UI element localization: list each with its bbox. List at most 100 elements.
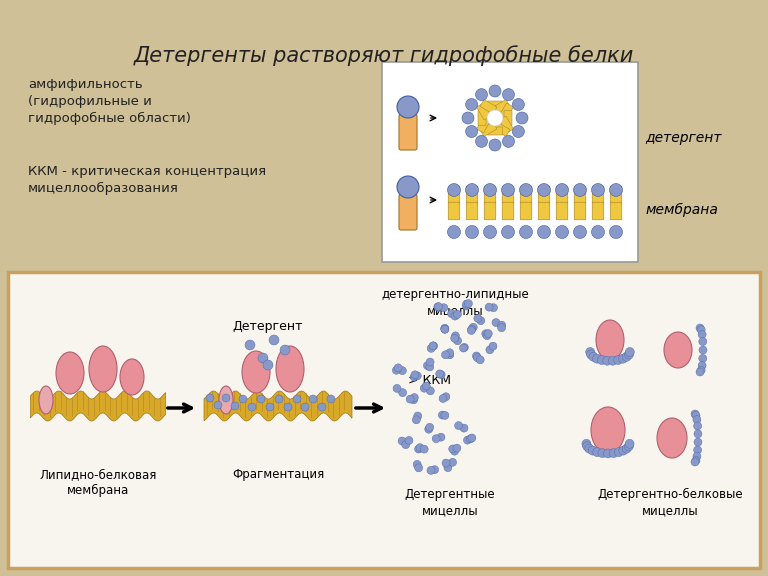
Circle shape <box>696 368 704 376</box>
Circle shape <box>468 325 475 334</box>
Circle shape <box>411 371 419 379</box>
Circle shape <box>462 302 470 310</box>
Circle shape <box>280 345 290 355</box>
Circle shape <box>691 410 699 418</box>
Circle shape <box>453 310 462 319</box>
Ellipse shape <box>276 346 304 392</box>
Circle shape <box>222 394 230 402</box>
Circle shape <box>468 434 476 442</box>
Circle shape <box>486 346 494 354</box>
FancyBboxPatch shape <box>592 202 604 220</box>
Ellipse shape <box>657 418 687 458</box>
Circle shape <box>512 126 525 138</box>
Circle shape <box>467 327 475 335</box>
Circle shape <box>327 395 335 403</box>
Circle shape <box>598 449 607 457</box>
FancyBboxPatch shape <box>592 186 604 204</box>
Circle shape <box>698 331 706 339</box>
Circle shape <box>498 321 505 329</box>
Circle shape <box>462 300 471 308</box>
Circle shape <box>445 349 454 357</box>
Circle shape <box>449 458 456 467</box>
Circle shape <box>427 344 435 353</box>
Circle shape <box>399 367 406 374</box>
Circle shape <box>410 373 419 381</box>
Circle shape <box>608 356 617 365</box>
FancyBboxPatch shape <box>520 186 531 204</box>
Circle shape <box>309 395 317 403</box>
Circle shape <box>484 184 496 196</box>
Circle shape <box>451 312 459 320</box>
Circle shape <box>435 302 442 310</box>
Ellipse shape <box>120 359 144 395</box>
Circle shape <box>692 457 700 465</box>
Circle shape <box>318 403 326 411</box>
Circle shape <box>584 444 594 453</box>
Circle shape <box>614 448 624 457</box>
Circle shape <box>412 416 420 424</box>
Circle shape <box>538 225 551 238</box>
Circle shape <box>696 324 704 332</box>
Circle shape <box>465 300 472 308</box>
Circle shape <box>441 324 449 332</box>
Circle shape <box>474 314 482 323</box>
FancyBboxPatch shape <box>499 116 513 133</box>
Circle shape <box>624 350 634 359</box>
Circle shape <box>214 401 222 409</box>
Circle shape <box>434 303 442 311</box>
Circle shape <box>593 354 601 363</box>
Circle shape <box>589 353 598 361</box>
FancyBboxPatch shape <box>502 202 514 220</box>
FancyBboxPatch shape <box>382 62 638 262</box>
Circle shape <box>691 458 699 466</box>
Circle shape <box>624 442 634 451</box>
Text: Фрагментация: Фрагментация <box>232 468 324 481</box>
Circle shape <box>248 403 256 411</box>
FancyBboxPatch shape <box>574 186 586 204</box>
Circle shape <box>489 85 501 97</box>
Circle shape <box>231 402 239 410</box>
Circle shape <box>591 184 604 196</box>
Circle shape <box>420 384 429 392</box>
Circle shape <box>448 310 455 317</box>
FancyBboxPatch shape <box>466 202 478 220</box>
Circle shape <box>293 395 301 403</box>
Circle shape <box>452 332 459 340</box>
Text: амфифильность
(гидрофильные и
гидрофобные области): амфифильность (гидрофильные и гидрофобны… <box>28 78 191 125</box>
Circle shape <box>435 370 444 378</box>
FancyBboxPatch shape <box>493 122 510 137</box>
Circle shape <box>455 422 462 430</box>
Circle shape <box>429 342 437 350</box>
Ellipse shape <box>664 332 692 368</box>
Text: Детергенты растворяют гидрофобные белки: Детергенты растворяют гидрофобные белки <box>134 45 634 66</box>
Text: Детергентные
мицеллы: Детергентные мицеллы <box>405 488 495 517</box>
Circle shape <box>206 394 214 402</box>
Circle shape <box>420 445 429 453</box>
Circle shape <box>263 360 273 370</box>
FancyBboxPatch shape <box>488 127 502 135</box>
Circle shape <box>415 464 422 472</box>
Circle shape <box>422 382 430 390</box>
Circle shape <box>475 89 488 101</box>
Circle shape <box>574 184 587 196</box>
Circle shape <box>603 356 611 365</box>
Circle shape <box>498 324 505 332</box>
FancyBboxPatch shape <box>538 186 550 204</box>
FancyBboxPatch shape <box>520 202 531 220</box>
Circle shape <box>694 438 702 446</box>
Circle shape <box>441 325 449 334</box>
Circle shape <box>609 449 618 457</box>
Circle shape <box>482 330 490 338</box>
Text: > ККМ: > ККМ <box>408 373 451 386</box>
Circle shape <box>423 362 432 370</box>
Circle shape <box>516 112 528 124</box>
Circle shape <box>406 395 414 403</box>
Circle shape <box>414 412 422 420</box>
FancyBboxPatch shape <box>502 186 514 204</box>
Circle shape <box>425 425 432 433</box>
Circle shape <box>393 384 401 392</box>
Circle shape <box>266 403 274 411</box>
FancyBboxPatch shape <box>478 111 486 126</box>
Circle shape <box>502 184 515 196</box>
Circle shape <box>587 350 595 359</box>
